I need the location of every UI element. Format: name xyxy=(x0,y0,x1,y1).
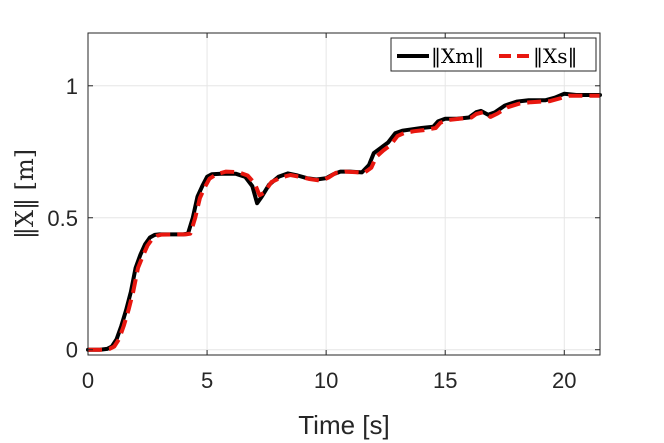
plot-frame xyxy=(87,32,601,356)
x-tick-label: 15 xyxy=(433,368,457,393)
y-tick-labels: 00.51 xyxy=(47,74,78,363)
legend-label-xs: ‖Xs‖ xyxy=(533,44,578,69)
y-axis-title: ‖X‖ [m] xyxy=(11,149,40,239)
legend-label-xm: ‖Xm‖ xyxy=(431,44,484,69)
legend: ‖Xm‖ ‖Xs‖ xyxy=(390,37,597,72)
x-tick-label: 5 xyxy=(201,368,213,393)
plot-area xyxy=(88,33,600,355)
y-tick-label: 1 xyxy=(66,74,78,99)
x-tick-label: 10 xyxy=(314,368,338,393)
x-tick-label: 0 xyxy=(82,368,94,393)
series-line-xs xyxy=(88,93,600,352)
x-tick-label: 20 xyxy=(552,368,576,393)
series-layer xyxy=(86,91,602,352)
y-tick-label: 0.5 xyxy=(47,206,78,231)
y-tick-label: 0 xyxy=(66,338,78,363)
x-tick-labels: 0 5 10 15 20 xyxy=(82,368,577,393)
x-axis-title: Time [s] xyxy=(298,410,389,440)
ticks xyxy=(87,33,600,355)
grid xyxy=(87,33,600,355)
